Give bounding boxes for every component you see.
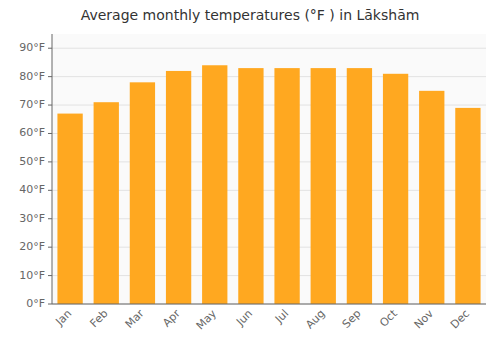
x-tick-label: Oct: [377, 307, 400, 330]
y-tick: [48, 190, 52, 191]
title: Average monthly temperatures (°F ) in Lā…: [81, 7, 420, 23]
y-tick-label: 30°F: [19, 212, 45, 225]
x-tick-label: Dec: [448, 307, 472, 331]
x-axis-ticks: Jan Feb Mar Apr May Jun Jul Aug Sep Oct Nov Dec: [52, 307, 472, 333]
x-axis-line: [52, 304, 486, 305]
y-tick-label: 90°F: [19, 41, 45, 54]
bar: [57, 114, 82, 304]
y-tick: [48, 48, 52, 49]
grid-line: [52, 76, 486, 77]
bar: [94, 102, 119, 304]
x-tick-label: Mar: [123, 307, 147, 331]
grid: [52, 48, 486, 304]
y-tick: [48, 105, 52, 106]
y-tick-label: 50°F: [19, 155, 45, 168]
y-tick-label: 40°F: [19, 183, 45, 196]
y-tick-label: 70°F: [19, 98, 45, 111]
y-tick-label: 60°F: [19, 126, 45, 139]
chart-root: 0°F 10°F 20°F 30°F 40°F 50°F 60°F 70°F 80°F 90°F J…: [0, 0, 500, 350]
x-tick-label: Jul: [272, 307, 291, 326]
bar: [419, 91, 444, 304]
y-tick: [48, 76, 52, 77]
bar: [455, 108, 480, 304]
bar: [238, 68, 263, 304]
x-tick-label: Jun: [233, 307, 255, 329]
x-tick-label: May: [194, 307, 220, 333]
bar: [383, 74, 408, 304]
chart: 0°F 10°F 20°F 30°F 40°F 50°F 60°F 70°F 80°F 90°F J…: [0, 0, 500, 350]
plot-background: [52, 34, 486, 304]
x-tick-label: Aug: [303, 307, 327, 331]
y-tick-label: 80°F: [19, 70, 45, 83]
bar: [130, 82, 155, 304]
x-tick-label: Sep: [340, 307, 364, 331]
y-tick: [48, 133, 52, 134]
bar: [166, 71, 191, 304]
y-tick: [48, 304, 52, 305]
bar: [274, 68, 299, 304]
bar: [347, 68, 372, 304]
grid-line: [52, 48, 486, 49]
y-tick: [48, 275, 52, 276]
x-tick-label: Feb: [88, 307, 111, 330]
y-axis-line: [52, 34, 53, 304]
grid-line: [52, 304, 486, 305]
y-tick-label: 10°F: [19, 269, 45, 282]
x-tick-label: Jan: [52, 307, 74, 329]
y-tick-label: 0°F: [26, 297, 45, 310]
y-tick: [48, 218, 52, 219]
x-tick-label: Nov: [412, 307, 437, 332]
bar: [311, 68, 336, 304]
bar: [202, 65, 227, 304]
x-tick-label: Apr: [160, 307, 183, 330]
y-tick: [48, 161, 52, 162]
bars: [57, 65, 480, 304]
y-axis-ticks: 0°F 10°F 20°F 30°F 40°F 50°F 60°F 70°F 80°F 90°F: [19, 41, 52, 310]
y-tick: [48, 247, 52, 248]
y-tick-label: 20°F: [19, 240, 45, 253]
